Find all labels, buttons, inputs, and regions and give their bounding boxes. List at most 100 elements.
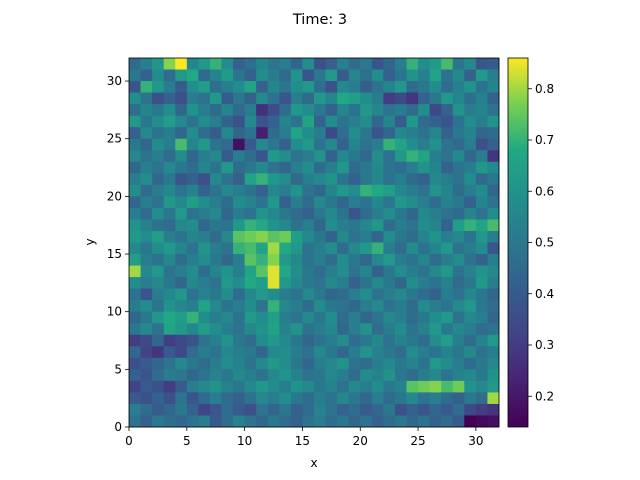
- heatmap-cell: [487, 300, 500, 313]
- y-tick-label: 30: [107, 74, 122, 88]
- heatmap-cell: [383, 138, 396, 151]
- heatmap-cell: [487, 415, 500, 428]
- heatmap-cell: [163, 300, 176, 313]
- heatmap-cell: [152, 92, 165, 105]
- heatmap-cell: [198, 184, 211, 197]
- heatmap-cell: [256, 92, 269, 105]
- heatmap-cell: [337, 357, 350, 370]
- heatmap-cell: [163, 230, 176, 243]
- heatmap-cell: [279, 300, 292, 313]
- heatmap-cell: [256, 288, 269, 301]
- heatmap-cell: [429, 334, 442, 347]
- heatmap-cell: [441, 207, 454, 220]
- heatmap-cell: [452, 207, 465, 220]
- heatmap-cell: [441, 127, 454, 140]
- heatmap-cell: [279, 184, 292, 197]
- heatmap-cell: [406, 92, 419, 105]
- heatmap-cell: [244, 58, 257, 70]
- heatmap-cell: [256, 323, 269, 336]
- heatmap-cell: [475, 311, 488, 324]
- heatmap-cell: [429, 219, 442, 232]
- heatmap-cell: [129, 323, 141, 336]
- heatmap-cell: [256, 230, 269, 243]
- heatmap-cell: [418, 230, 431, 243]
- heatmap-cell: [337, 104, 350, 117]
- heatmap-cell: [267, 207, 280, 220]
- heatmap-cell: [406, 161, 419, 174]
- heatmap-cell: [256, 81, 269, 93]
- heatmap-cell: [383, 265, 396, 278]
- heatmap-cell: [464, 115, 477, 128]
- heatmap-cell: [325, 300, 338, 313]
- heatmap-cell: [418, 369, 431, 382]
- heatmap-cell: [129, 184, 141, 197]
- heatmap-cell: [244, 173, 257, 186]
- heatmap-cell: [325, 104, 338, 117]
- x-axis-label: x: [310, 456, 317, 470]
- heatmap-cell: [418, 311, 431, 324]
- heatmap-cell: [418, 58, 431, 70]
- heatmap-cell: [209, 104, 222, 117]
- x-axis: 0 5 10 15 20 25 30: [125, 427, 484, 448]
- heatmap-cell: [302, 242, 315, 255]
- heatmap-cell: [209, 173, 222, 186]
- heatmap-cell: [348, 230, 361, 243]
- heatmap-cell: [290, 230, 303, 243]
- heatmap-cell: [418, 207, 431, 220]
- heatmap-cell: [186, 230, 199, 243]
- heatmap-cell: [233, 127, 246, 140]
- heatmap-cell: [290, 92, 303, 105]
- heatmap-cell: [325, 392, 338, 405]
- heatmap-cell: [418, 127, 431, 140]
- heatmap-cell: [429, 288, 442, 301]
- chart-title: Time: 3: [292, 12, 347, 28]
- x-tick-label: 20: [353, 434, 368, 448]
- heatmap-cell: [279, 58, 292, 70]
- heatmap: [129, 58, 500, 428]
- heatmap-cell: [429, 380, 442, 393]
- heatmap-cell: [267, 92, 280, 105]
- heatmap-cell: [129, 311, 141, 324]
- heatmap-cell: [244, 415, 257, 428]
- heatmap-cell: [464, 161, 477, 174]
- heatmap-cell: [325, 380, 338, 393]
- heatmap-cell: [221, 242, 234, 255]
- x-tick-label: 5: [183, 434, 191, 448]
- heatmap-cell: [441, 150, 454, 163]
- heatmap-cell: [209, 150, 222, 163]
- heatmap-cell: [487, 81, 500, 93]
- heatmap-cell: [441, 334, 454, 347]
- heatmap-cell: [233, 58, 246, 70]
- heatmap-cell: [441, 219, 454, 232]
- heatmap-cell: [418, 81, 431, 93]
- heatmap-cell: [152, 403, 165, 416]
- heatmap-cell: [429, 254, 442, 266]
- heatmap-cell: [371, 277, 384, 290]
- heatmap-cell: [129, 138, 141, 151]
- heatmap-cell: [279, 265, 292, 278]
- heatmap-cell: [152, 69, 165, 82]
- heatmap-cell: [233, 323, 246, 336]
- heatmap-cell: [140, 334, 153, 347]
- heatmap-cell: [325, 58, 338, 70]
- heatmap-cell: [186, 311, 199, 324]
- heatmap-cell: [406, 150, 419, 163]
- colorbar-tick-label: 0.8: [535, 82, 554, 96]
- heatmap-cell: [464, 81, 477, 93]
- heatmap-cell: [464, 334, 477, 347]
- heatmap-cell: [487, 230, 500, 243]
- heatmap-cell: [233, 300, 246, 313]
- heatmap-cell: [348, 196, 361, 209]
- heatmap-cell: [348, 127, 361, 140]
- heatmap-cell: [337, 415, 350, 428]
- heatmap-cell: [186, 150, 199, 163]
- heatmap-cell: [406, 254, 419, 266]
- heatmap-cell: [429, 184, 442, 197]
- heatmap-cell: [464, 196, 477, 209]
- heatmap-cell: [290, 115, 303, 128]
- heatmap-cell: [314, 380, 326, 393]
- heatmap-cell: [290, 403, 303, 416]
- heatmap-cell: [418, 161, 431, 174]
- heatmap-cell: [175, 403, 188, 416]
- heatmap-cell: [267, 265, 280, 278]
